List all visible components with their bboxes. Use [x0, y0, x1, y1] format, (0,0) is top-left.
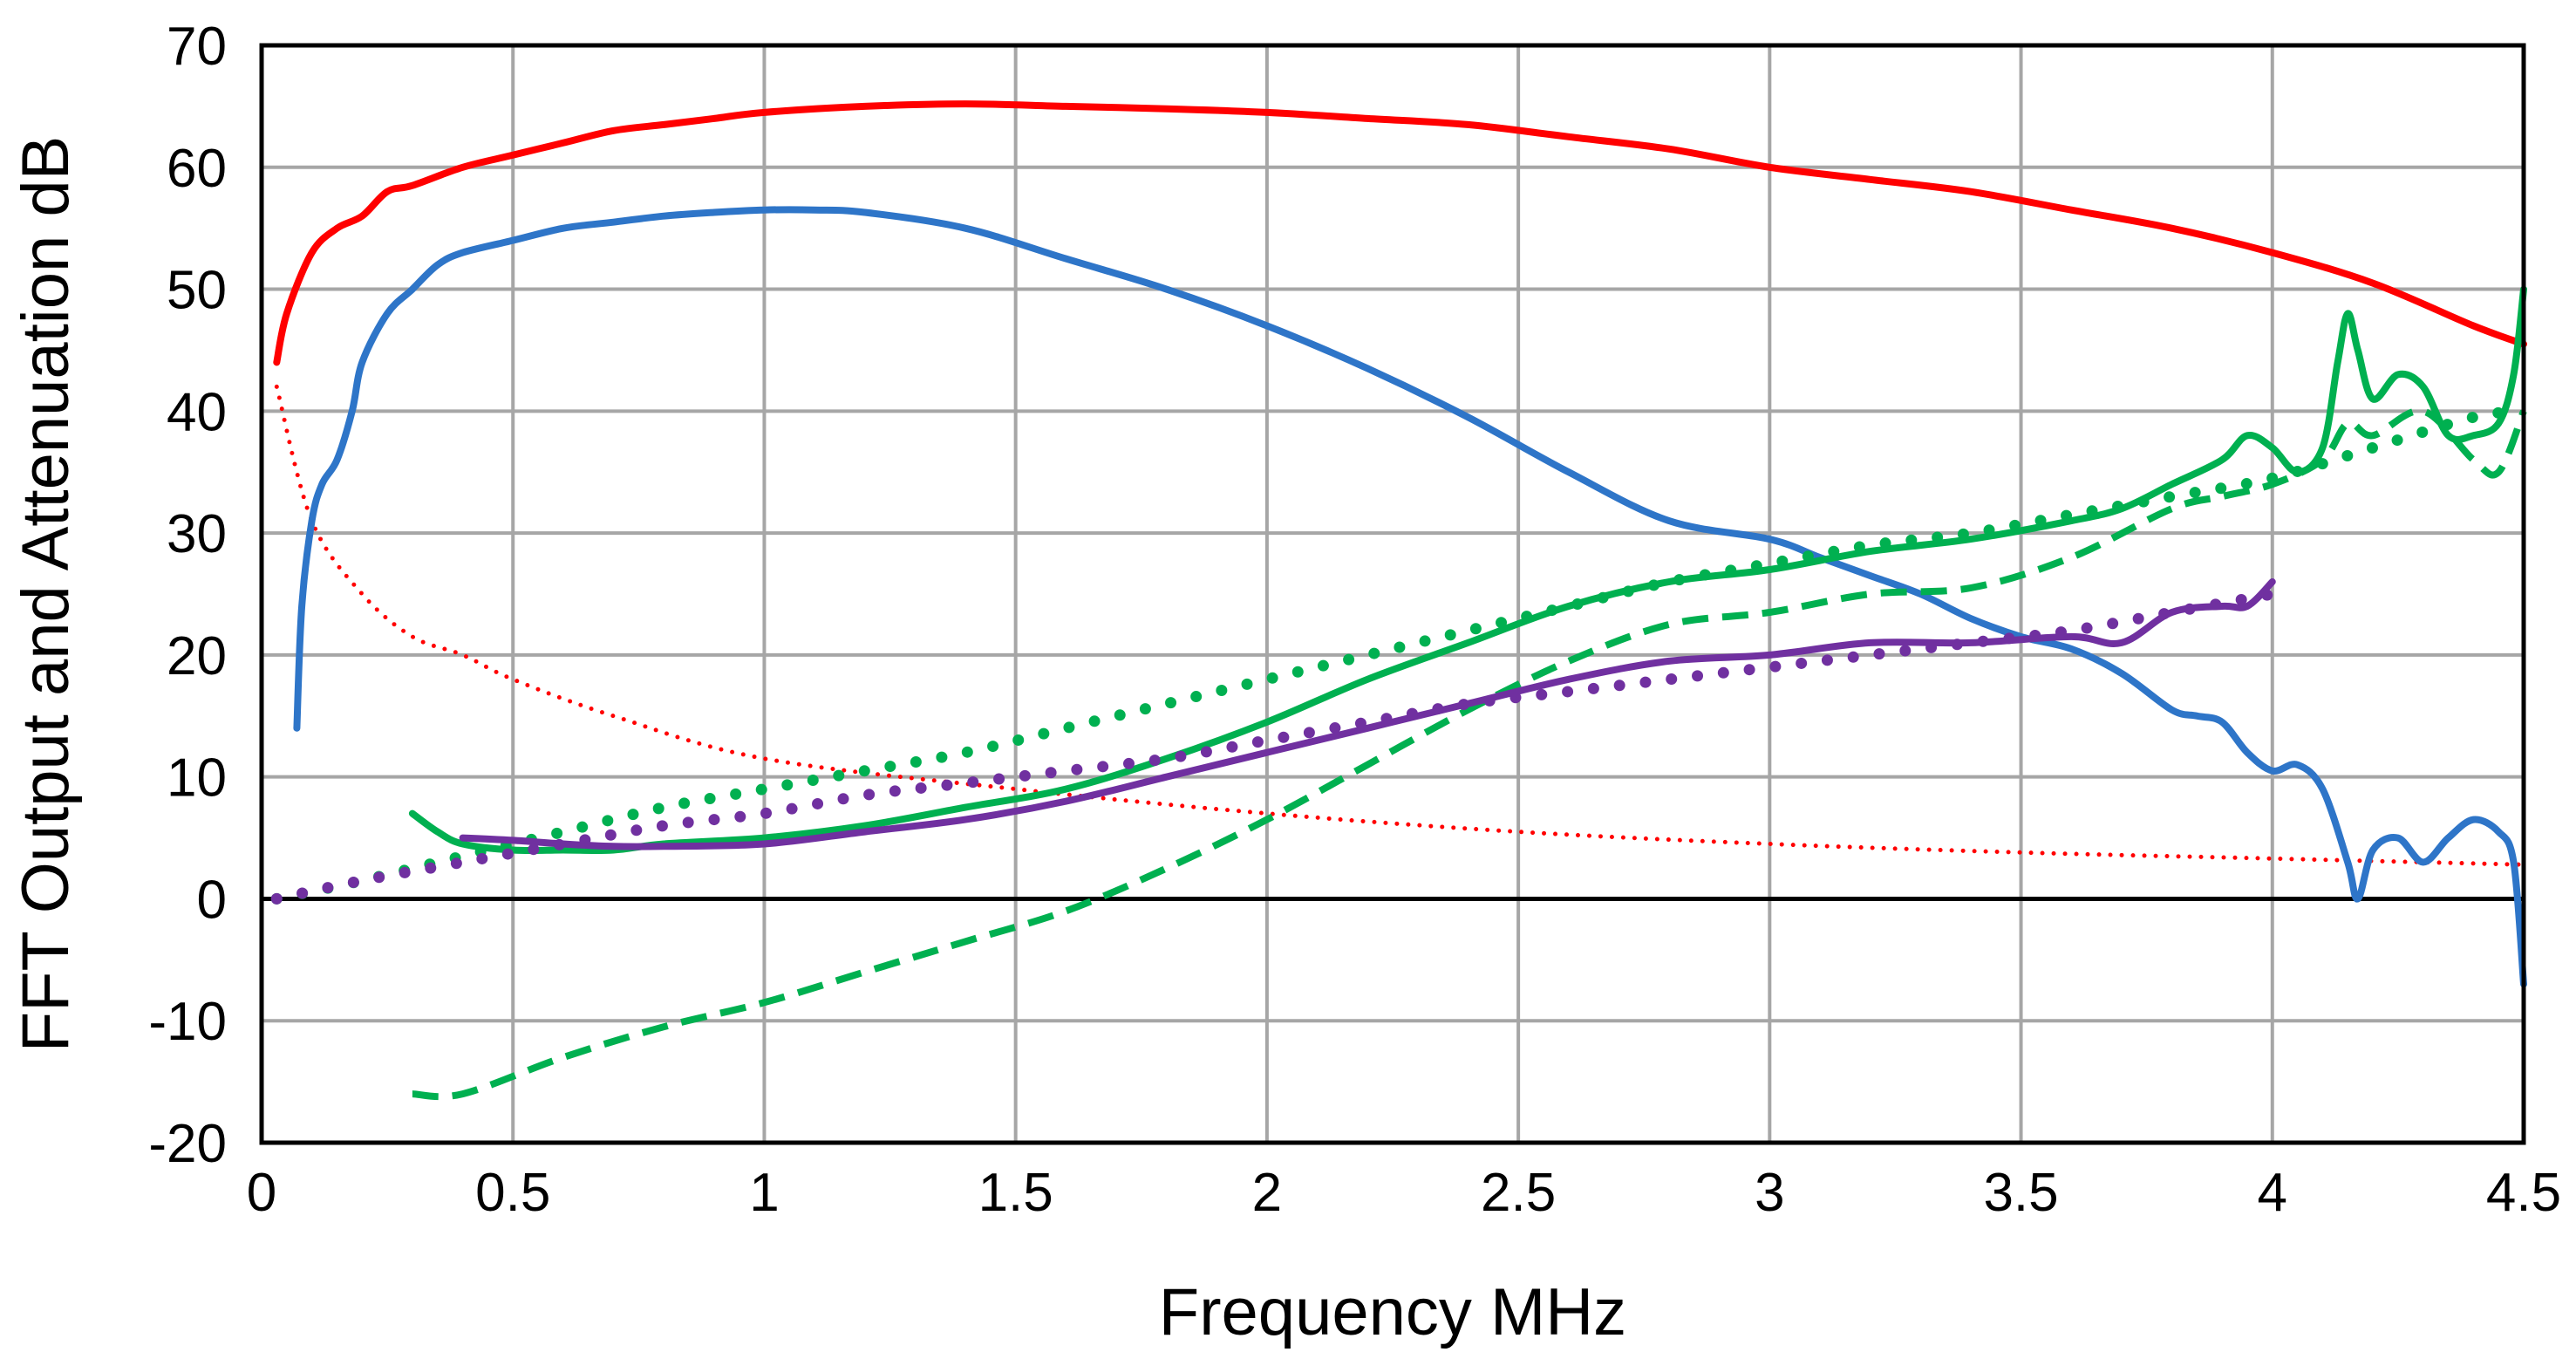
x-tick-label: 0	[247, 1163, 276, 1223]
y-tick-labels: 70 60 50 40 30 20 10 0 -10 -20	[148, 17, 227, 1174]
plot-frame	[259, 43, 2526, 1145]
series-line-red-dotted	[274, 384, 2526, 867]
x-tick-label: 1.5	[978, 1163, 1053, 1223]
series-group	[270, 100, 2530, 1101]
x-tick-label: 3.5	[1983, 1163, 2058, 1223]
x-tick-label: 4	[2258, 1163, 2287, 1223]
y-tick-label: 40	[167, 382, 227, 442]
x-tick-label: 2.5	[1481, 1163, 1556, 1223]
x-tick-label: 3	[1755, 1163, 1784, 1223]
x-tick-label: 2	[1252, 1163, 1282, 1223]
y-tick-label: -10	[148, 992, 227, 1052]
x-tick-label: 4.5	[2486, 1163, 2561, 1223]
series-line-red-solid	[273, 100, 2527, 366]
y-tick-label: 50	[167, 261, 227, 321]
series-line-green-dotted	[270, 405, 2530, 905]
grid	[260, 44, 2525, 1144]
x-tick-label: 1	[749, 1163, 779, 1223]
y-tick-label: 10	[167, 748, 227, 809]
x-tick-label: 0.5	[475, 1163, 550, 1223]
series-line-purple-solid	[459, 578, 2276, 850]
y-tick-label: -20	[148, 1114, 227, 1174]
series-line-green-dashed	[412, 406, 2527, 1101]
y-tick-label: 60	[167, 139, 227, 199]
y-axis-title: FFT Output and Attenuation dB	[9, 136, 83, 1053]
y-tick-label: 0	[197, 870, 227, 930]
series-line-green-solid	[408, 285, 2527, 855]
y-tick-label: 20	[167, 626, 227, 686]
x-tick-labels: 0 0.5 1 1.5 2 2.5 3 3.5 4 4.5	[247, 1163, 2561, 1223]
x-axis-title: Frequency MHz	[1159, 1275, 1626, 1349]
series-line-blue-solid	[293, 206, 2527, 988]
y-tick-label: 70	[167, 17, 227, 77]
y-tick-label: 30	[167, 504, 227, 564]
